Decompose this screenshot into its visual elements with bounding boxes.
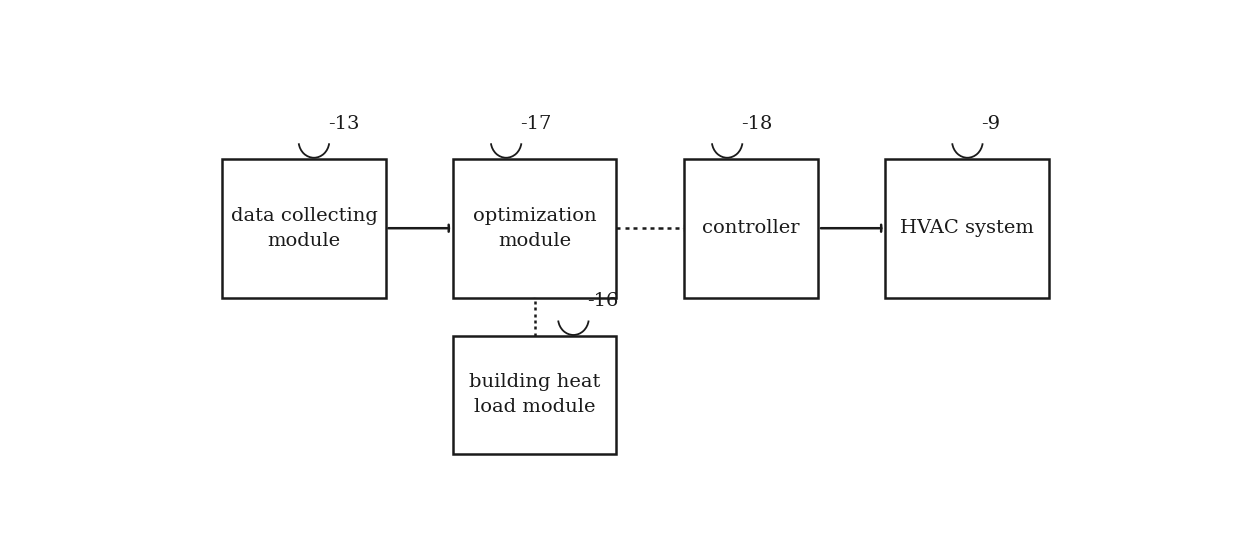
Bar	[453, 336, 616, 454]
Text: -9: -9	[982, 115, 1001, 133]
Text: optimization
module: optimization module	[472, 207, 596, 250]
Bar	[885, 158, 1049, 298]
Text: data collecting
module: data collecting module	[231, 207, 377, 250]
Bar	[453, 158, 616, 298]
Text: -18: -18	[742, 115, 773, 133]
Text: -16: -16	[588, 293, 619, 311]
Text: -13: -13	[327, 115, 360, 133]
Bar	[683, 158, 818, 298]
Text: HVAC system: HVAC system	[900, 219, 1034, 237]
Bar	[222, 158, 386, 298]
Text: -17: -17	[521, 115, 552, 133]
Text: controller: controller	[702, 219, 800, 237]
Text: building heat
load module: building heat load module	[469, 373, 600, 416]
